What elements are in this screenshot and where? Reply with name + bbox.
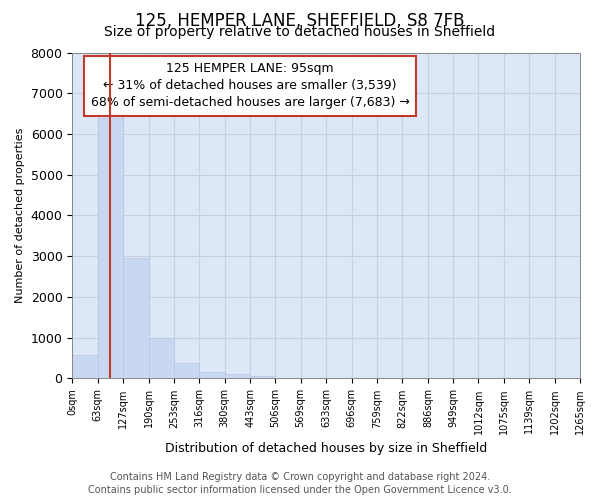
Bar — [72, 355, 98, 378]
Bar — [225, 374, 250, 378]
Bar — [250, 376, 275, 378]
Text: Size of property relative to detached houses in Sheffield: Size of property relative to detached ho… — [104, 25, 496, 39]
Text: 125, HEMPER LANE, SHEFFIELD, S8 7FB: 125, HEMPER LANE, SHEFFIELD, S8 7FB — [135, 12, 465, 30]
Text: 125 HEMPER LANE: 95sqm
← 31% of detached houses are smaller (3,539)
68% of semi-: 125 HEMPER LANE: 95sqm ← 31% of detached… — [91, 62, 409, 110]
Bar — [123, 258, 149, 378]
X-axis label: Distribution of detached houses by size in Sheffield: Distribution of detached houses by size … — [165, 442, 487, 455]
Bar — [174, 362, 199, 378]
Bar — [149, 338, 174, 378]
Bar — [199, 372, 225, 378]
Text: Contains HM Land Registry data © Crown copyright and database right 2024.
Contai: Contains HM Land Registry data © Crown c… — [88, 472, 512, 495]
Bar — [98, 118, 123, 378]
Y-axis label: Number of detached properties: Number of detached properties — [15, 128, 25, 303]
